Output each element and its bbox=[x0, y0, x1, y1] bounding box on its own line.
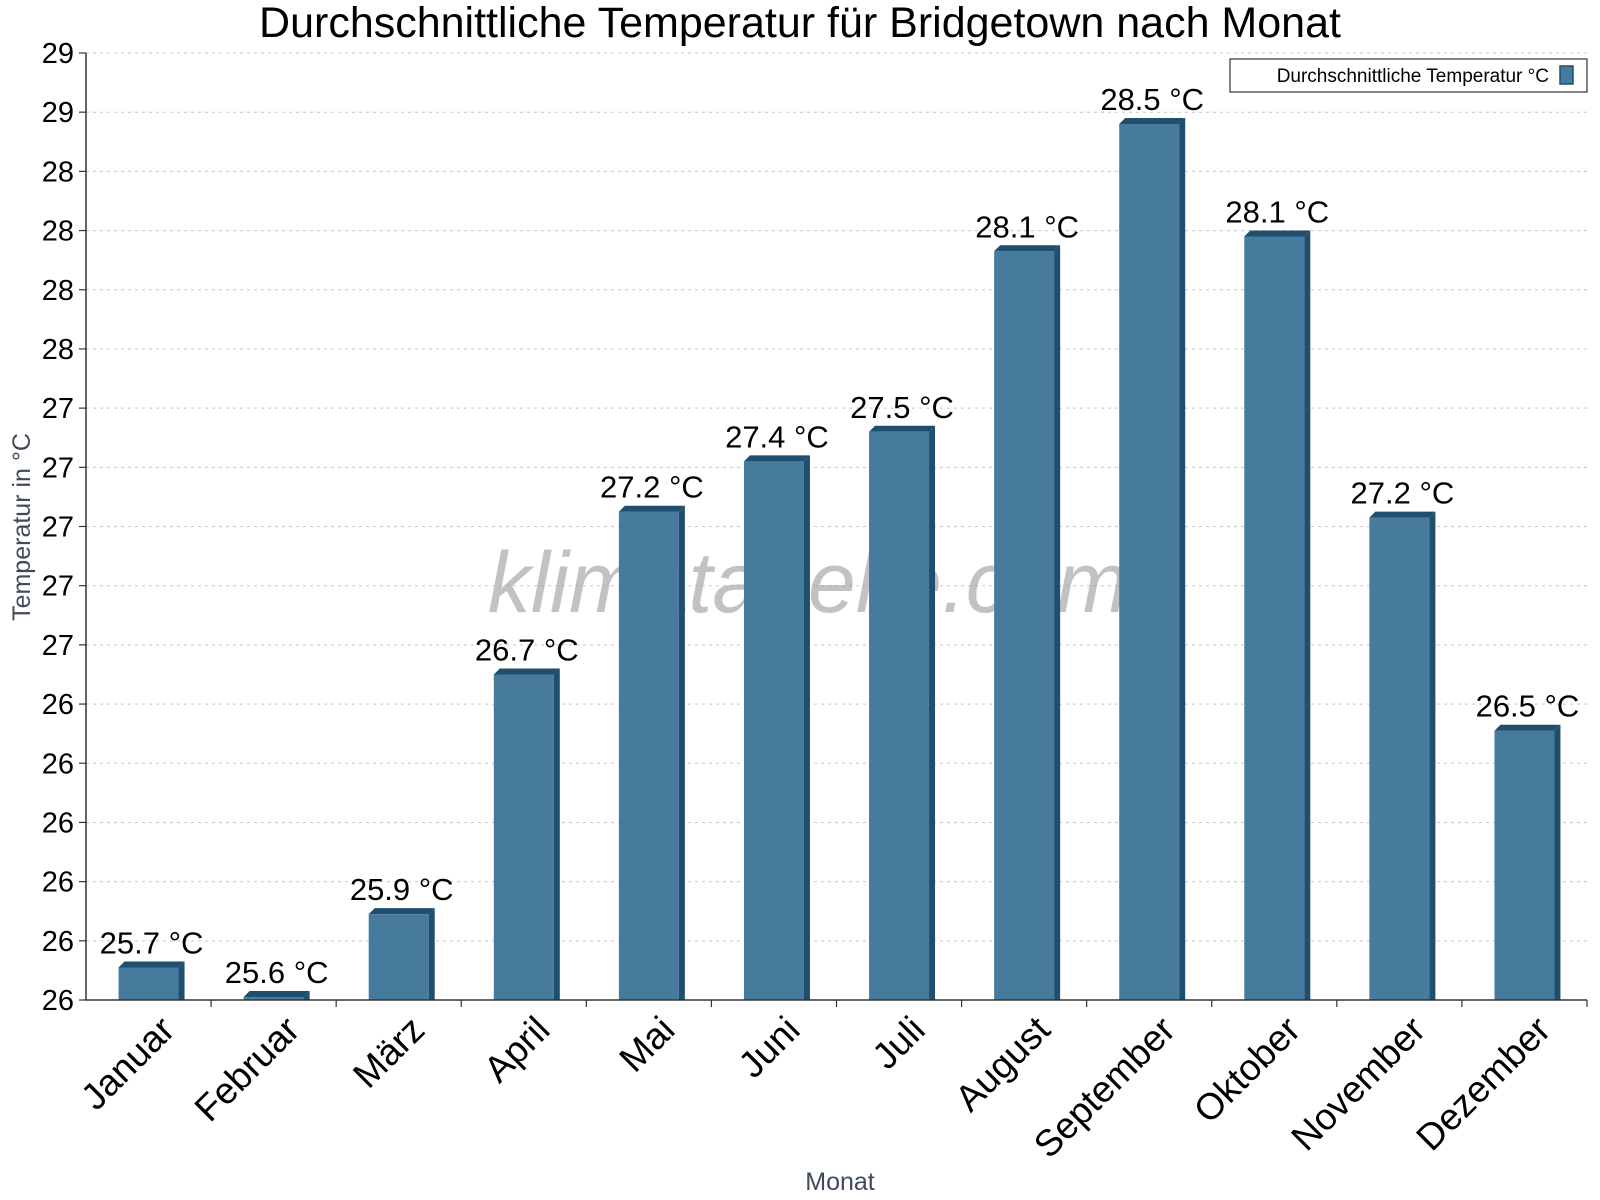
bar-value-label: 25.6 °C bbox=[225, 955, 329, 990]
bar bbox=[368, 914, 429, 1000]
bar-top bbox=[493, 668, 560, 675]
x-tick-label: Februar bbox=[187, 1009, 308, 1130]
bar-side bbox=[303, 991, 310, 1000]
bar-side bbox=[1304, 230, 1311, 1000]
gridlines bbox=[86, 52, 1587, 942]
bar-top bbox=[1119, 118, 1186, 125]
x-tick-label: Mai bbox=[611, 1009, 682, 1080]
bar-top bbox=[869, 425, 936, 432]
bar-top bbox=[994, 245, 1061, 252]
x-tick-label: Dezember bbox=[1408, 1009, 1558, 1159]
x-tick-label: November bbox=[1283, 1009, 1433, 1159]
legend-label: Durchschnittliche Temperatur °C bbox=[1277, 66, 1549, 87]
bar-top bbox=[368, 908, 435, 915]
x-tick-label: April bbox=[476, 1009, 557, 1090]
x-tick-label: Januar bbox=[73, 1009, 182, 1118]
y-tick-label: 26 bbox=[42, 926, 74, 958]
bar-top bbox=[1369, 511, 1436, 518]
legend: Durchschnittliche Temperatur °C bbox=[1229, 58, 1588, 93]
bar bbox=[618, 511, 679, 1000]
x-axis-ticks: Januar Februar März April Mai Juni Juli AugustS… bbox=[73, 1000, 1588, 1166]
legend-box bbox=[1229, 58, 1588, 93]
bar-top bbox=[243, 991, 310, 998]
y-tick-label: 26 bbox=[42, 807, 74, 839]
bar-value-label: 26.5 °C bbox=[1476, 689, 1580, 724]
bar-side bbox=[1554, 724, 1561, 1000]
bar bbox=[1244, 236, 1305, 1000]
y-tick-label: 29 bbox=[42, 38, 74, 70]
bar bbox=[1119, 124, 1180, 1000]
bar-side bbox=[178, 961, 185, 1000]
bar bbox=[869, 431, 930, 1000]
bar-value-label: 27.2 °C bbox=[600, 470, 704, 505]
bar-side bbox=[678, 505, 685, 1000]
y-tick-label: 28 bbox=[42, 334, 74, 366]
y-tick-label: 29 bbox=[42, 97, 74, 129]
bar-side bbox=[1054, 245, 1061, 1000]
bar-value-label: 27.4 °C bbox=[725, 419, 829, 454]
bar bbox=[743, 461, 804, 1000]
bar-value-label: 28.5 °C bbox=[1100, 82, 1204, 117]
y-tick-label: 26 bbox=[42, 748, 74, 780]
bar-side bbox=[553, 668, 560, 1000]
bar-side bbox=[929, 425, 936, 1000]
bar bbox=[1494, 730, 1555, 1000]
x-tick-label: Juli bbox=[864, 1009, 932, 1077]
y-tick-label: 27 bbox=[42, 393, 74, 425]
bar bbox=[118, 967, 179, 1000]
bar-top bbox=[1244, 230, 1311, 237]
y-tick-label: 28 bbox=[42, 275, 74, 307]
x-tick-label: Juni bbox=[731, 1009, 808, 1086]
bar-side bbox=[1429, 511, 1436, 1000]
bar-side bbox=[803, 455, 810, 1000]
y-tick-label: 28 bbox=[42, 216, 74, 248]
bar-side bbox=[428, 908, 435, 1000]
bar-top bbox=[618, 505, 685, 512]
bar-value-label: 26.7 °C bbox=[475, 632, 579, 667]
bar-side bbox=[1179, 118, 1186, 1000]
bar-value-label: 28.1 °C bbox=[975, 209, 1079, 244]
x-tick-label: August bbox=[947, 1008, 1058, 1119]
bar-top bbox=[1494, 724, 1561, 731]
legend-swatch bbox=[1559, 65, 1574, 85]
bars bbox=[118, 118, 1561, 1000]
bar-value-label: 27.2 °C bbox=[1351, 476, 1455, 511]
y-tick-label: 27 bbox=[42, 630, 74, 662]
y-axis-ticks: 26 26 26 26 26 26 27 27 27 27 27 28 28 28 28 29 29 bbox=[42, 38, 86, 1017]
y-tick-label: 26 bbox=[42, 689, 74, 721]
y-axis-title: Temperatur in °C bbox=[8, 433, 36, 621]
bar bbox=[994, 251, 1055, 1000]
x-tick-label: Oktober bbox=[1186, 1009, 1308, 1131]
bar-value-label: 28.1 °C bbox=[1225, 194, 1329, 229]
bar-top bbox=[743, 455, 810, 462]
chart-title: Durchschnittliche Temperatur für Bridget… bbox=[259, 0, 1341, 47]
x-tick-label: März bbox=[345, 1009, 432, 1096]
bar bbox=[493, 674, 554, 1000]
y-tick-label: 26 bbox=[42, 867, 74, 899]
y-tick-label: 26 bbox=[42, 985, 74, 1017]
y-tick-label: 27 bbox=[42, 452, 74, 484]
y-tick-label: 28 bbox=[42, 156, 74, 188]
bar bbox=[243, 997, 304, 1000]
bar-value-label: 25.7 °C bbox=[100, 925, 204, 960]
bar-top bbox=[118, 961, 185, 968]
x-axis-title: Monat bbox=[805, 1168, 875, 1196]
bar bbox=[1369, 517, 1430, 1000]
bar-value-label: 25.9 °C bbox=[350, 872, 454, 907]
y-tick-label: 27 bbox=[42, 571, 74, 603]
value-labels: 25.7 °C 25.6 °C 25.9 °C 26.7 °C 27.2 °C 27.4 … bbox=[100, 82, 1580, 990]
bar-value-label: 27.5 °C bbox=[850, 390, 954, 425]
y-tick-label: 27 bbox=[42, 512, 74, 544]
